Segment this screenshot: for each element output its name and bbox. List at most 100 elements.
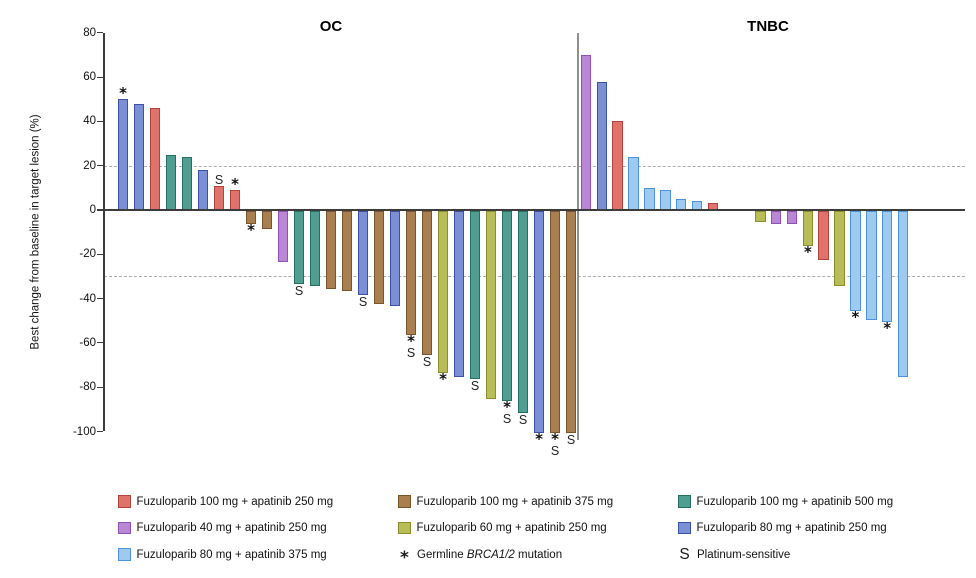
brca-mutation-marker: * xyxy=(503,398,511,417)
platinum-sensitive-marker: S xyxy=(406,346,416,361)
brca-mutation-marker: * xyxy=(119,84,127,103)
legend-item-blue: Fuzuloparib 80 mg + apatinib 250 mg xyxy=(678,521,887,535)
y-tick-label: 0 xyxy=(89,204,96,216)
bar-flags: * S xyxy=(499,398,515,427)
y-tick xyxy=(97,298,103,300)
platinum-sensitive-marker: S xyxy=(358,295,368,310)
y-tick xyxy=(97,386,103,388)
platinum-sensitive-marker: S xyxy=(566,432,576,447)
legend-item-red: Fuzuloparib 100 mg + apatinib 250 mg xyxy=(118,495,333,509)
brca-mutation-marker: * xyxy=(231,175,239,194)
bar-flags: S xyxy=(563,432,579,447)
bar-flags: S xyxy=(515,412,531,427)
brca-mutation-marker: * xyxy=(247,221,255,240)
bar xyxy=(261,211,273,229)
bar-flags: S xyxy=(211,169,227,186)
bar-flags: * xyxy=(115,82,131,103)
bar xyxy=(437,211,449,373)
legend-label: Fuzuloparib 40 mg + apatinib 250 mg xyxy=(136,522,327,534)
bar xyxy=(277,211,289,262)
bar xyxy=(834,211,845,287)
legend-swatch-teal xyxy=(678,495,691,508)
group-divider xyxy=(577,32,579,440)
y-tick-label: -20 xyxy=(79,248,96,261)
bar xyxy=(533,211,545,433)
bar xyxy=(245,211,257,225)
y-tick-label: -60 xyxy=(79,336,96,349)
x-axis-zero-line xyxy=(103,209,965,211)
legend-label: Fuzuloparib 100 mg + apatinib 500 mg xyxy=(696,495,894,508)
legend-swatch-yellowgreen xyxy=(398,521,411,535)
platinum-sensitive-marker: S xyxy=(550,443,560,458)
legend-label: Fuzuloparib 100 mg + apatinib 375 mg xyxy=(416,495,614,508)
bar-flags: * xyxy=(227,173,243,194)
bar xyxy=(501,211,513,402)
legend-label: Fuzuloparib 80 mg + apatinib 250 mg xyxy=(696,522,887,534)
y-tick xyxy=(97,32,103,34)
bar xyxy=(389,211,401,307)
bar-flags: * xyxy=(879,318,895,337)
legend-label: Fuzuloparib 100 mg + apatinib 250 mg xyxy=(136,495,334,508)
bar xyxy=(453,211,465,378)
reference-line-20 xyxy=(104,165,965,167)
bar xyxy=(565,211,577,433)
bar xyxy=(293,211,305,285)
bar-flags: * xyxy=(435,369,451,388)
legend-label: Platinum-sensitive xyxy=(697,548,791,561)
group-title-tnbc: TNBC xyxy=(747,18,789,35)
legend-item-lightblue: Fuzuloparib 80 mg + apatinib 375 mg xyxy=(118,548,327,562)
platinum-sensitive-marker: S xyxy=(214,172,224,187)
bar xyxy=(341,211,353,291)
group-title-oc: OC xyxy=(319,18,343,35)
y-tick xyxy=(97,120,103,122)
bar-flags: * xyxy=(243,221,259,240)
bar-flags: * S xyxy=(547,429,563,458)
bar xyxy=(549,211,561,433)
platinum-sensitive-marker: S xyxy=(422,354,432,369)
y-axis-line xyxy=(103,32,105,432)
brca-mutation-symbol: * xyxy=(400,547,409,568)
brca-mutation-marker: * xyxy=(803,243,812,262)
y-tick xyxy=(97,165,103,167)
platinum-sensitive-symbol: S xyxy=(679,545,690,563)
bar xyxy=(818,211,830,260)
brca-mutation-marker: * xyxy=(551,429,559,448)
legend-item-yellowgreen: Fuzuloparib 60 mg + apatinib 250 mg xyxy=(398,521,607,535)
bar xyxy=(485,211,497,400)
bar xyxy=(325,211,337,289)
bar xyxy=(357,211,369,296)
bar-flags: * xyxy=(531,431,547,446)
legend-label: Fuzuloparib 80 mg + apatinib 375 mg xyxy=(136,548,327,561)
y-tick xyxy=(97,209,103,211)
bar-flags: S xyxy=(419,354,435,369)
platinum-sensitive-marker: S xyxy=(518,412,528,427)
legend-swatch-purple xyxy=(118,521,131,535)
bar xyxy=(517,211,529,413)
brca-mutation-marker: * xyxy=(883,318,892,337)
platinum-sensitive-marker: S xyxy=(470,379,480,394)
y-tick xyxy=(97,342,103,344)
brca-mutation-marker: * xyxy=(407,332,415,351)
bar xyxy=(421,211,433,355)
legend-item-purple: Fuzuloparib 40 mg + apatinib 250 mg xyxy=(118,521,327,535)
y-tick xyxy=(97,430,103,433)
y-tick-label: 20 xyxy=(83,159,96,172)
legend-item-symbol: S Platinum-sensitive xyxy=(678,545,791,563)
platinum-sensitive-marker: S xyxy=(502,412,512,427)
brca-mutation-marker: * xyxy=(439,369,447,388)
bar xyxy=(309,211,321,287)
bar xyxy=(897,211,909,378)
bar xyxy=(469,211,481,380)
y-tick xyxy=(97,76,103,78)
bar-flags: S xyxy=(291,285,307,298)
legend-item-symbol: * Germline BRCA1/2 mutation xyxy=(398,548,562,568)
y-tick-label: 80 xyxy=(83,26,96,39)
bar xyxy=(405,211,417,336)
y-tick-label: -100 xyxy=(72,425,96,438)
legend-swatch-lightblue xyxy=(118,548,131,561)
y-tick-label: -40 xyxy=(79,292,96,305)
bar xyxy=(802,211,814,247)
